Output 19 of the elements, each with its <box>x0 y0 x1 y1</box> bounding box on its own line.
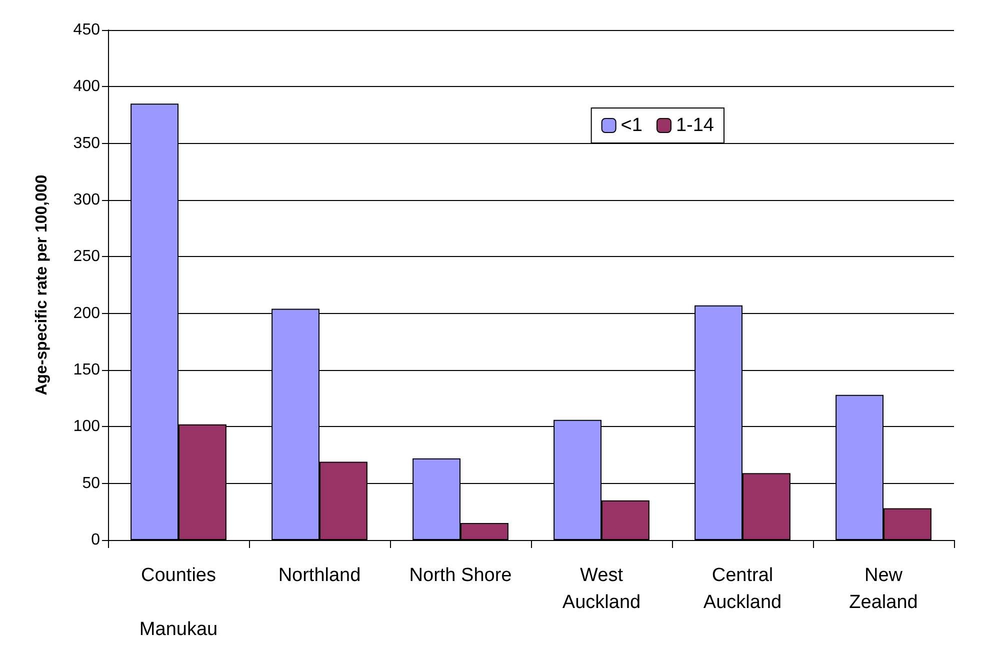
y-tick-label: 100 <box>73 418 100 436</box>
y-tick-label: 200 <box>73 304 100 322</box>
legend-label: 1-14 <box>676 115 714 136</box>
y-tick-label: 350 <box>73 134 100 152</box>
y-axis-title: Age-specific rate per 100,000 <box>34 174 50 396</box>
y-tick-label: 0 <box>91 532 100 548</box>
y-tick-label: 150 <box>73 362 100 378</box>
y-tick-label: 400 <box>73 78 100 96</box>
x-tick-label: North Shore <box>409 565 512 586</box>
y-tick-label: 250 <box>73 248 100 266</box>
y-tick-label: 50 <box>82 474 100 492</box>
y-tick-label: 450 <box>73 22 100 38</box>
x-tick-label: Northland <box>278 565 361 586</box>
x-tick-label: West Auckland <box>562 565 641 613</box>
x-tick-label: New Zealand <box>849 565 918 613</box>
legend-label: <1 <box>620 115 642 136</box>
y-tick-label: 300 <box>73 192 100 208</box>
category-label: Counties Manukau <box>139 565 218 640</box>
x-tick-label: Central Auckland <box>703 565 782 613</box>
